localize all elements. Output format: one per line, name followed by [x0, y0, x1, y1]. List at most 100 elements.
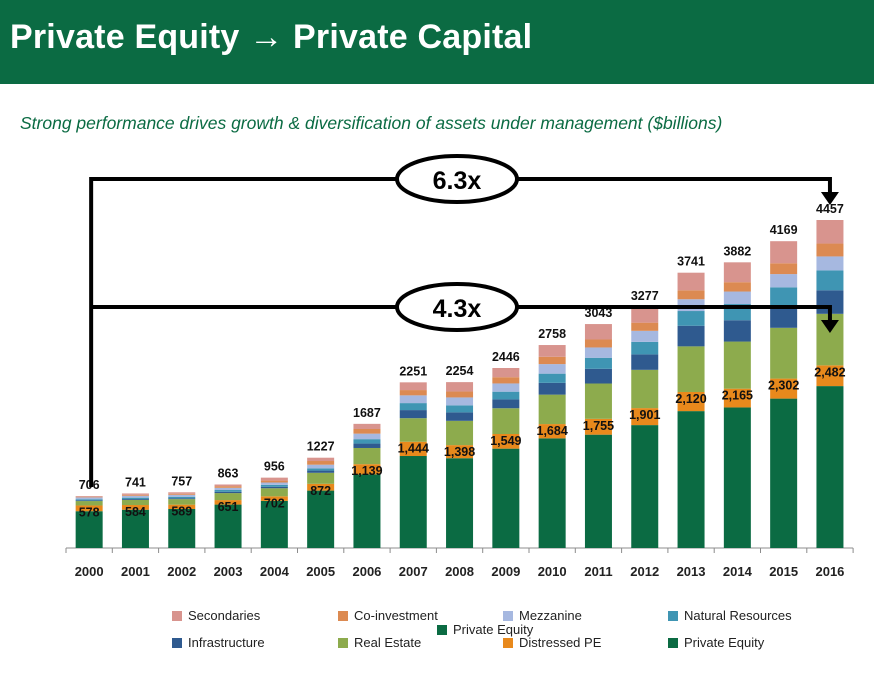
legend-item-secondaries: Secondaries [172, 608, 260, 623]
bar-segment-co-investment [214, 486, 242, 488]
bar-segment-co-investment [121, 494, 149, 496]
x-tick-label: 2006 [352, 564, 381, 579]
x-tick-label: 2008 [445, 564, 474, 579]
bar-segment-real-estate [75, 501, 103, 506]
bar-segment-real-estate [446, 420, 474, 446]
bar-segment-co-investment [75, 496, 103, 498]
bracket-4-3x-arrow [820, 320, 839, 333]
x-tick-label: 2011 [584, 564, 612, 579]
data-label-pe: 1,444 [398, 442, 429, 456]
bar-segment-natural-resources [584, 357, 612, 369]
legend-swatch [503, 610, 513, 621]
x-tick-label: 2013 [677, 564, 706, 579]
bar-segment-private-equity [816, 386, 844, 548]
bar-segment-private-equity [492, 448, 520, 548]
data-label-pe: 1,901 [629, 408, 660, 422]
legend-swatch [668, 610, 678, 621]
data-label-total: 2254 [446, 364, 474, 378]
data-label-pe: 1,139 [351, 464, 382, 478]
bar-segment-distressed-pe [446, 445, 474, 459]
legend-item-co-investment: Co-investment [338, 608, 438, 623]
legend-label: Infrastructure [188, 635, 265, 650]
bracket-4-3x-line [91, 305, 832, 322]
legend-swatch [338, 637, 348, 648]
data-label-pe: 1,755 [583, 419, 614, 433]
bar-segment-secondaries [631, 306, 659, 323]
legend-label: Private Equity [453, 622, 534, 637]
x-tick-label: 2015 [769, 564, 798, 579]
data-label-pe: 702 [264, 496, 285, 510]
bar-segment-co-investment [631, 322, 659, 331]
legend-item-distressed-pe: Distressed PE [503, 635, 601, 650]
bar-segment-infrastructure [446, 412, 474, 421]
chart-legend: Secondaries Co-investment Mezzanine Natu… [0, 600, 874, 660]
bar-segment-mezzanine [399, 395, 427, 404]
bar-segment-natural-resources [214, 490, 242, 492]
annotation-6-3x: 6.3x [433, 167, 482, 195]
bar-segment-secondaries [677, 272, 705, 291]
bar-segment-secondaries [307, 457, 335, 462]
legend-swatch [437, 624, 447, 635]
data-label-total: 3277 [631, 289, 659, 303]
bar-segment-distressed-pe [492, 434, 520, 449]
bar-segment-co-investment [492, 377, 520, 384]
bar-segment-real-estate [770, 327, 798, 379]
bar-segment-private-equity [121, 509, 149, 548]
bar-segment-secondaries [492, 367, 520, 378]
bar-segment-infrastructure [723, 320, 751, 342]
x-tick-label: 2009 [491, 564, 520, 579]
bar-segment-distressed-pe [168, 504, 196, 509]
bar-segment-secondaries [770, 241, 798, 264]
bar-segment-private-equity [214, 504, 242, 548]
bar-segment-infrastructure [75, 500, 103, 502]
bar-segment-distressed-pe [260, 496, 288, 501]
data-label-total: 863 [218, 466, 239, 480]
bar-segment-infrastructure [677, 325, 705, 347]
bar-segment-infrastructure [538, 382, 566, 395]
data-label-total: 4457 [816, 202, 844, 216]
data-label-total: 3882 [723, 244, 751, 258]
bar-segment-distressed-pe [353, 464, 381, 475]
data-label-pe: 1,684 [537, 424, 568, 438]
annotation-4-3x: 4.3x [433, 295, 482, 323]
data-label-pe: 872 [310, 484, 331, 498]
data-label-total: 2758 [538, 327, 566, 341]
bar-segment-co-investment [677, 290, 705, 300]
bar-segment-infrastructure [260, 486, 288, 489]
x-tick-label: 2002 [167, 564, 196, 579]
bar-segment-infrastructure [307, 470, 335, 473]
legend-label: Co-investment [354, 608, 438, 623]
bar-segment-secondaries [121, 493, 149, 495]
bar-segment-natural-resources [770, 287, 798, 306]
bar-segment-infrastructure [399, 410, 427, 419]
bar-segment-co-investment [584, 339, 612, 348]
data-label-pe: 584 [125, 505, 146, 519]
bar-segment-mezzanine [723, 291, 751, 305]
bar-segment-distressed-pe [631, 408, 659, 426]
x-tick-label: 2007 [399, 564, 428, 579]
bar-segment-infrastructure [770, 305, 798, 328]
bar-segment-secondaries [446, 382, 474, 392]
bar-segment-secondaries [723, 262, 751, 283]
data-label-pe: 651 [218, 500, 239, 514]
bar-segment-co-investment [538, 356, 566, 365]
bar-segment-real-estate [723, 341, 751, 389]
legend-label: Mezzanine [519, 608, 582, 623]
bar-segment-mezzanine [770, 274, 798, 288]
bar-segment-natural-resources [353, 439, 381, 444]
bar-segment-distressed-pe [121, 505, 149, 510]
bar-segment-real-estate [584, 383, 612, 419]
x-tick-label: 2001 [121, 564, 150, 579]
x-tick-label: 2016 [815, 564, 844, 579]
bar-segment-natural-resources [260, 484, 288, 487]
bar-segment-mezzanine [631, 330, 659, 342]
data-label-total: 1687 [353, 406, 381, 420]
bar-segment-natural-resources [75, 499, 103, 501]
bar-segment-infrastructure [121, 498, 149, 500]
data-label-total: 3741 [677, 255, 705, 269]
data-label-total: 741 [125, 475, 146, 489]
bar-segment-co-investment [353, 429, 381, 434]
data-label-pe: 2,120 [675, 392, 706, 406]
bar-segment-secondaries [399, 382, 427, 391]
bar-segment-private-equity [353, 474, 381, 548]
